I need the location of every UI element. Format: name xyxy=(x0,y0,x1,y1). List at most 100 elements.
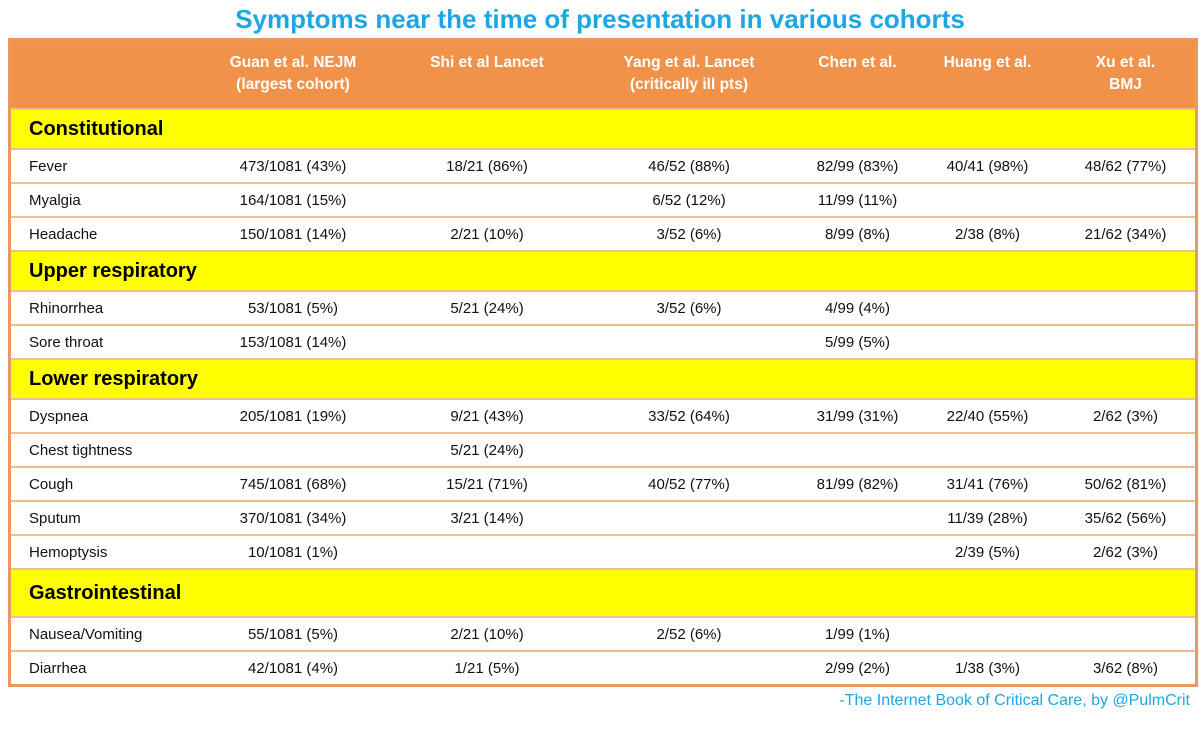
value-cell xyxy=(392,534,582,568)
value-cell: 745/1081 (68%) xyxy=(194,466,392,500)
symptom-label: Hemoptysis xyxy=(11,534,194,568)
value-cell xyxy=(582,324,796,358)
symptom-label: Headache xyxy=(11,216,194,250)
value-cell xyxy=(919,616,1056,650)
value-cell xyxy=(582,432,796,466)
value-cell: 5/99 (5%) xyxy=(796,324,919,358)
value-cell: 2/38 (8%) xyxy=(919,216,1056,250)
value-cell xyxy=(1056,432,1195,466)
value-cell: 18/21 (86%) xyxy=(392,148,582,182)
section-title: Gastrointestinal xyxy=(11,568,1195,616)
symptom-label: Dyspnea xyxy=(11,398,194,432)
value-cell xyxy=(582,534,796,568)
value-cell xyxy=(919,290,1056,324)
value-cell: 55/1081 (5%) xyxy=(194,616,392,650)
value-cell xyxy=(392,182,582,216)
symptom-label: Sputum xyxy=(11,500,194,534)
value-cell xyxy=(194,432,392,466)
symptom-label: Nausea/Vomiting xyxy=(11,616,194,650)
value-cell: 2/39 (5%) xyxy=(919,534,1056,568)
column-header-line: (largest cohort) xyxy=(236,76,350,94)
value-cell: 3/21 (14%) xyxy=(392,500,582,534)
value-cell: 3/52 (6%) xyxy=(582,216,796,250)
table-row-rhinorrhea: Rhinorrhea 53/1081 (5%) 5/21 (24%) 3/52 … xyxy=(11,290,1195,324)
value-cell: 42/1081 (4%) xyxy=(194,650,392,684)
table-row-cough: Cough 745/1081 (68%) 15/21 (71%) 40/52 (… xyxy=(11,466,1195,500)
value-cell: 370/1081 (34%) xyxy=(194,500,392,534)
value-cell: 2/21 (10%) xyxy=(392,616,582,650)
value-cell: 9/21 (43%) xyxy=(392,398,582,432)
symptom-label: Rhinorrhea xyxy=(11,290,194,324)
value-cell: 205/1081 (19%) xyxy=(194,398,392,432)
column-header-line: Huang et al. xyxy=(943,54,1032,71)
table-row-fever: Fever 473/1081 (43%) 18/21 (86%) 46/52 (… xyxy=(11,148,1195,182)
column-header-line: Guan et al. NEJM xyxy=(229,54,357,71)
value-cell: 5/21 (24%) xyxy=(392,432,582,466)
table-row-sore-throat: Sore throat 153/1081 (14%) 5/99 (5%) xyxy=(11,324,1195,358)
table-row-sputum: Sputum 370/1081 (34%) 3/21 (14%) 11/39 (… xyxy=(11,500,1195,534)
value-cell: 11/39 (28%) xyxy=(919,500,1056,534)
value-cell: 33/52 (64%) xyxy=(582,398,796,432)
section-title: Lower respiratory xyxy=(11,358,1195,398)
value-cell: 2/21 (10%) xyxy=(392,216,582,250)
column-header-line: Xu et al. xyxy=(1095,54,1156,71)
column-header-yang: Yang et al. Lancet (critically ill pts) xyxy=(582,41,796,108)
symptom-column-header xyxy=(11,41,194,108)
value-cell xyxy=(919,182,1056,216)
symptom-label: Fever xyxy=(11,148,194,182)
symptom-label: Diarrhea xyxy=(11,650,194,684)
section-title: Constitutional xyxy=(11,108,1195,148)
value-cell: 3/62 (8%) xyxy=(1056,650,1195,684)
value-cell: 31/99 (31%) xyxy=(796,398,919,432)
column-header-line: Yang et al. Lancet xyxy=(623,54,755,71)
section-row-constitutional: Constitutional xyxy=(11,108,1195,148)
attribution-note: -The Internet Book of Critical Care, by … xyxy=(839,692,1190,709)
symptom-label: Sore throat xyxy=(11,324,194,358)
value-cell: 31/41 (76%) xyxy=(919,466,1056,500)
value-cell xyxy=(582,500,796,534)
column-header-guan: Guan et al. NEJM (largest cohort) xyxy=(194,41,392,108)
value-cell: 53/1081 (5%) xyxy=(194,290,392,324)
page-title: Symptoms near the time of presentation i… xyxy=(235,4,965,34)
value-cell: 150/1081 (14%) xyxy=(194,216,392,250)
column-header-shi: Shi et al Lancet xyxy=(392,41,582,108)
section-row-lower-respiratory: Lower respiratory xyxy=(11,358,1195,398)
value-cell: 164/1081 (15%) xyxy=(194,182,392,216)
value-cell xyxy=(796,432,919,466)
symptom-label: Cough xyxy=(11,466,194,500)
table-row-hemoptysis: Hemoptysis 10/1081 (1%) 2/39 (5%) 2/62 (… xyxy=(11,534,1195,568)
value-cell: 40/41 (98%) xyxy=(919,148,1056,182)
column-header-line: Shi et al Lancet xyxy=(430,54,544,71)
value-cell xyxy=(919,432,1056,466)
column-header-chen: Chen et al. xyxy=(796,41,919,108)
value-cell xyxy=(1056,290,1195,324)
value-cell: 5/21 (24%) xyxy=(392,290,582,324)
value-cell: 35/62 (56%) xyxy=(1056,500,1195,534)
section-row-upper-respiratory: Upper respiratory xyxy=(11,250,1195,290)
header-row: Guan et al. NEJM (largest cohort) Shi et… xyxy=(11,41,1195,108)
table-row-nausea-vomiting: Nausea/Vomiting 55/1081 (5%) 2/21 (10%) … xyxy=(11,616,1195,650)
value-cell: 22/40 (55%) xyxy=(919,398,1056,432)
column-header-line: BMJ xyxy=(1109,76,1142,94)
value-cell xyxy=(1056,616,1195,650)
value-cell: 82/99 (83%) xyxy=(796,148,919,182)
value-cell: 1/21 (5%) xyxy=(392,650,582,684)
column-header-line: Chen et al. xyxy=(818,54,897,71)
value-cell xyxy=(392,324,582,358)
table-row-diarrhea: Diarrhea 42/1081 (4%) 1/21 (5%) 2/99 (2%… xyxy=(11,650,1195,684)
value-cell: 2/52 (6%) xyxy=(582,616,796,650)
column-header-xu: Xu et al. BMJ xyxy=(1056,41,1195,108)
value-cell: 153/1081 (14%) xyxy=(194,324,392,358)
symptom-label: Chest tightness xyxy=(11,432,194,466)
value-cell: 3/52 (6%) xyxy=(582,290,796,324)
symptom-label: Myalgia xyxy=(11,182,194,216)
value-cell: 50/62 (81%) xyxy=(1056,466,1195,500)
value-cell: 21/62 (34%) xyxy=(1056,216,1195,250)
value-cell: 48/62 (77%) xyxy=(1056,148,1195,182)
value-cell xyxy=(582,650,796,684)
value-cell: 40/52 (77%) xyxy=(582,466,796,500)
section-title: Upper respiratory xyxy=(11,250,1195,290)
value-cell: 81/99 (82%) xyxy=(796,466,919,500)
column-header-huang: Huang et al. xyxy=(919,41,1056,108)
